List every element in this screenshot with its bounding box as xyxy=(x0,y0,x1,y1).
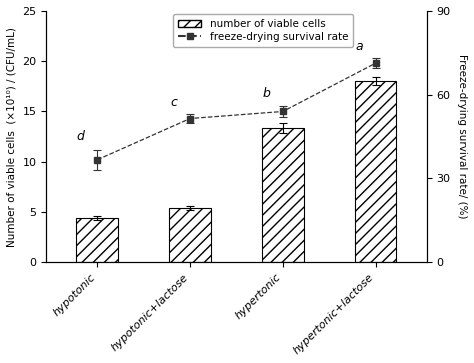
Text: d: d xyxy=(77,130,84,143)
Legend: number of viable cells, freeze-drying survival rate: number of viable cells, freeze-drying su… xyxy=(173,14,354,47)
Bar xyxy=(355,81,396,262)
Bar xyxy=(262,127,304,262)
Y-axis label: Number of viable cells  (×10¹⁰) / (CFU/mL): Number of viable cells (×10¹⁰) / (CFU/mL… xyxy=(7,26,17,246)
Text: a: a xyxy=(355,40,363,53)
Text: b: b xyxy=(262,87,270,101)
Text: c: c xyxy=(170,97,177,110)
Bar xyxy=(169,208,211,262)
Bar xyxy=(76,218,118,262)
Y-axis label: Freeze-drying survival rate/ (%): Freeze-drying survival rate/ (%) xyxy=(457,54,467,219)
